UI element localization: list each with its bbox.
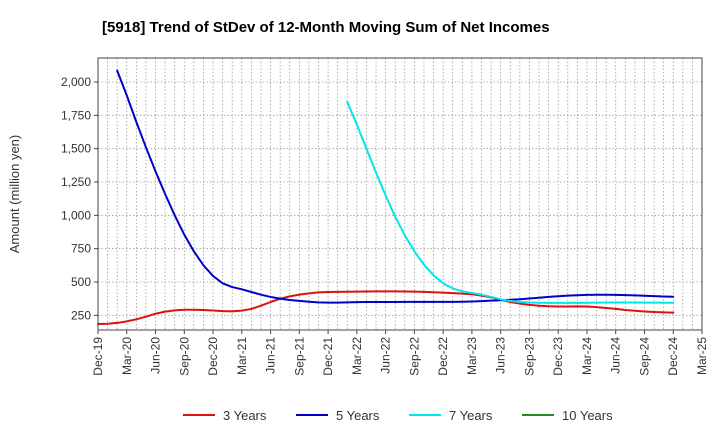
legend-label-3-years: 3 Years <box>223 408 267 423</box>
x-tick-label: Sep-22 <box>407 337 421 376</box>
y-tick-label: 750 <box>71 242 91 256</box>
series-lines <box>97 69 675 325</box>
y-tick-label: 1,750 <box>61 108 91 122</box>
plot-border <box>97 57 703 331</box>
x-tick-label: Jun-23 <box>494 337 508 374</box>
x-tick-label: Mar-21 <box>235 337 249 375</box>
chart-title: [5918] Trend of StDev of 12-Month Moving… <box>102 19 550 36</box>
series-line-5-years <box>116 69 675 304</box>
x-tick-label: Jun-24 <box>609 337 623 374</box>
legend-label-7-years: 7 Years <box>449 408 493 423</box>
x-tick-label: Dec-21 <box>321 337 335 376</box>
x-tick-label: Dec-22 <box>436 337 450 376</box>
x-tick-label: Dec-23 <box>551 337 565 376</box>
x-tick-label: Dec-24 <box>666 337 680 376</box>
legend-label-10-years: 10 Years <box>562 408 613 423</box>
series-line-3-years <box>97 290 675 325</box>
x-axis-ticks: Dec-19 Mar-20 Jun-20 Sep-20 Dec-20 Mar-21 Jun-… <box>91 330 709 376</box>
x-tick-label: Mar-25 <box>695 337 709 375</box>
legend-label-5-years: 5 Years <box>336 408 380 423</box>
x-tick-label: Sep-24 <box>637 337 651 376</box>
y-tick-label: 250 <box>71 308 91 322</box>
x-tick-label: Sep-20 <box>177 337 191 376</box>
grid <box>98 58 702 330</box>
y-tick-label: 1,500 <box>61 142 91 156</box>
x-tick-label: Sep-23 <box>522 337 536 376</box>
y-tick-label: 1,250 <box>61 175 91 189</box>
plot-area <box>97 57 703 331</box>
y-tick-label: 1,000 <box>61 208 91 222</box>
x-tick-label: Sep-21 <box>292 337 306 376</box>
x-tick-label: Mar-22 <box>350 337 364 375</box>
series-line-7-years <box>346 101 675 304</box>
x-tick-label: Jun-22 <box>379 337 393 374</box>
legend: 3 Years 5 Years 7 Years 10 Years <box>183 408 613 423</box>
x-tick-label: Jun-20 <box>149 337 163 374</box>
x-tick-label: Jun-21 <box>264 337 278 374</box>
x-tick-label: Mar-23 <box>465 337 479 375</box>
x-tick-label: Mar-24 <box>580 337 594 375</box>
y-tick-label: 500 <box>71 275 91 289</box>
x-tick-label: Dec-20 <box>206 337 220 376</box>
y-axis-label: Amount (million yen) <box>7 135 22 254</box>
x-tick-label: Dec-19 <box>91 337 105 376</box>
x-tick-label: Mar-20 <box>120 337 134 375</box>
y-axis-ticks: 250 500 750 1,000 1,250 1,500 1,750 2,000 <box>61 75 98 322</box>
y-tick-label: 2,000 <box>61 75 91 89</box>
